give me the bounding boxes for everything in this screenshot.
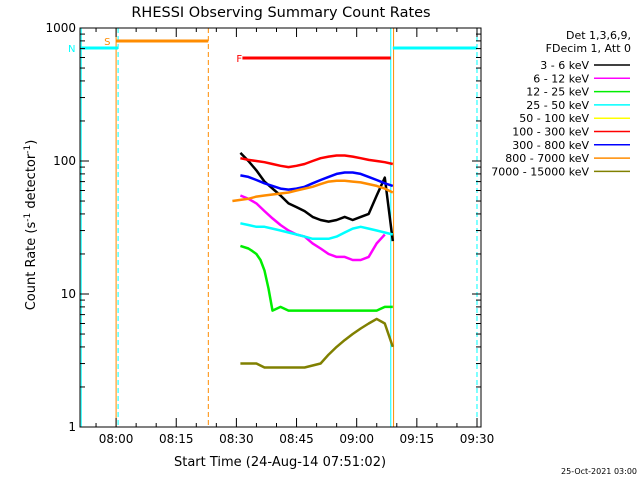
flag-label-N: N (68, 44, 75, 55)
series-line-6 (240, 171, 394, 191)
legend-label-0: 3 - 6 keV (540, 59, 589, 72)
series-line-1 (239, 194, 386, 262)
y-tick-label-1: 100 (53, 154, 76, 168)
legend-header-2: FDecim 1, Att 0 (546, 42, 631, 55)
series-group (232, 152, 395, 369)
footer-date: 25-Oct-2021 03:00 (561, 467, 637, 476)
y-axis-label-sup2: -1 (23, 145, 33, 154)
x-axis: 08:00 08:15 08:30 08:45 09:00 09:15 09:30 (95, 28, 495, 446)
y-axis-label-part3: ) (24, 140, 39, 145)
y-tick-label-0: 1000 (45, 21, 76, 35)
legend-label-8: 7000 - 15000 keV (491, 165, 589, 178)
x-tick-label-3: 08:45 (279, 432, 314, 446)
chart-title: RHESSI Observing Summary Count Rates (131, 5, 430, 21)
flag-bars: S N F (68, 37, 477, 65)
series-line-7 (232, 179, 394, 203)
legend-label-1: 6 - 12 keV (533, 72, 589, 85)
x-tick-label-1: 08:15 (159, 432, 194, 446)
x-tick-label-6: 09:30 (460, 432, 495, 446)
y-axis-label-part2: detector (24, 153, 39, 213)
x-tick-label-4: 09:00 (339, 432, 374, 446)
x-tick-label-5: 09:15 (400, 432, 435, 446)
event-lines (80, 28, 478, 427)
series-line-2 (240, 244, 393, 312)
y-axis-label-part1: Count Rate (s (24, 222, 39, 311)
y-axis-label: Count Rate (s-1 detector-1) (23, 140, 39, 311)
legend-label-7: 800 - 7000 keV (505, 152, 589, 165)
y-axis-label-sup1: -1 (23, 213, 33, 222)
legend-label-2: 12 - 25 keV (526, 86, 589, 99)
legend: Det 1,3,6,9, FDecim 1, Att 0 3 - 6 keV6 … (491, 29, 631, 178)
series-line-8 (240, 317, 394, 369)
y-tick-label-2: 10 (61, 287, 76, 301)
y-tick-label-3: 1 (68, 420, 76, 434)
legend-label-3: 25 - 50 keV (526, 99, 589, 112)
series-line-3 (240, 222, 394, 241)
flag-label-F: F (236, 54, 242, 65)
legend-label-6: 300 - 800 keV (512, 139, 589, 152)
series-line-5 (240, 154, 394, 169)
x-tick-label-2: 08:30 (219, 432, 254, 446)
y-axis: 1000 100 10 1 (45, 21, 481, 434)
plot-frame (79, 27, 482, 428)
legend-label-5: 100 - 300 keV (512, 126, 589, 139)
x-tick-label-0: 08:00 (99, 432, 134, 446)
legend-header-1: Det 1,3,6,9, (566, 29, 631, 42)
flag-label-S: S (104, 37, 110, 48)
legend-label-4: 50 - 100 keV (519, 112, 589, 125)
x-axis-label: Start Time (24-Aug-14 07:51:02) (174, 455, 386, 470)
